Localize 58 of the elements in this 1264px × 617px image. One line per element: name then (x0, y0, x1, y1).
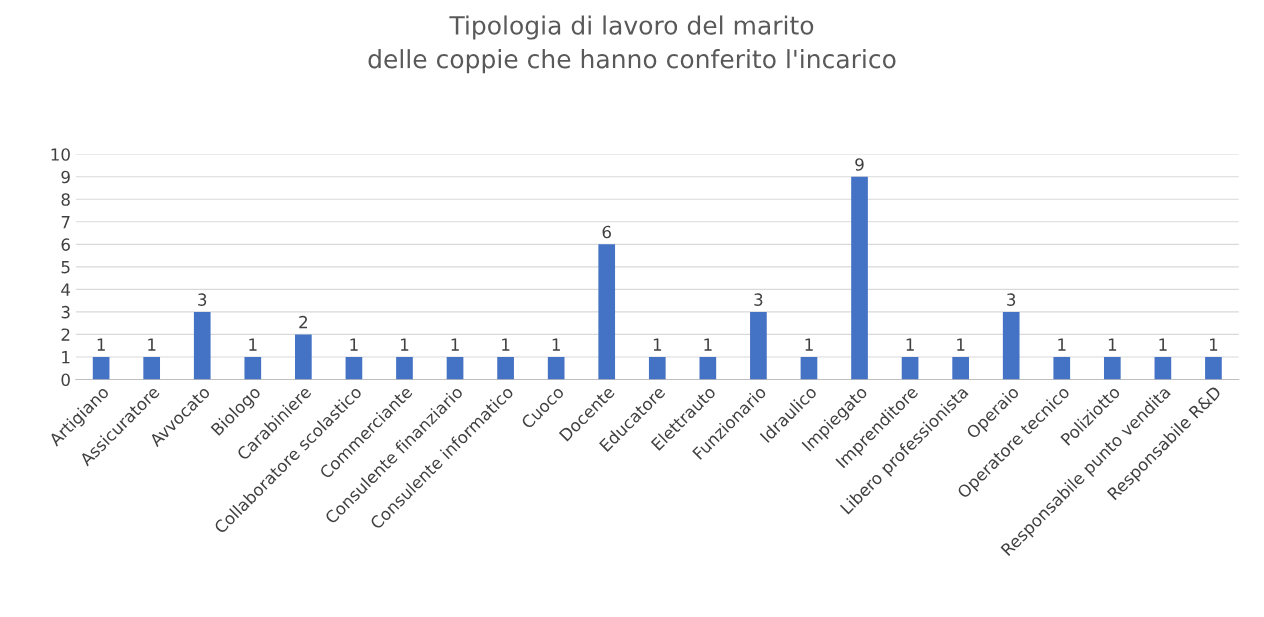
data-label: 2 (299, 315, 307, 329)
data-label: 1 (148, 338, 156, 351)
y-tick-label: 7 (61, 215, 70, 229)
bar (750, 311, 767, 380)
y-tick-label: 5 (61, 261, 70, 274)
bar (1002, 311, 1020, 380)
bar (92, 356, 110, 380)
bar (497, 356, 514, 380)
bar (295, 334, 312, 380)
data-label: 1 (249, 338, 257, 351)
data-label: 1 (401, 338, 409, 351)
y-tick-label: 10 (51, 148, 70, 161)
bar (1205, 356, 1222, 380)
y-tick-label: 6 (61, 238, 70, 251)
data-label: 6 (602, 225, 611, 239)
data-label: 1 (97, 338, 105, 351)
bar (1154, 356, 1172, 380)
bar (1053, 356, 1071, 380)
y-tick-label: 2 (61, 328, 70, 341)
data-label: 1 (350, 338, 358, 351)
data-label: 3 (1007, 293, 1016, 306)
data-label: 1 (1209, 338, 1218, 351)
y-tick-label: 0 (61, 373, 70, 387)
bar (143, 356, 161, 380)
bar (598, 244, 616, 380)
data-label: 1 (451, 338, 459, 351)
bar (952, 356, 969, 380)
data-label: 3 (198, 293, 207, 306)
data-label: 1 (502, 338, 510, 351)
bar (547, 356, 565, 380)
chart-title: Tipologia di lavoro del marito delle coppie che hanno conferito l'incarico (368, 15, 896, 74)
data-label: 1 (704, 338, 712, 351)
data-label: 1 (1058, 338, 1066, 351)
data-label: 1 (805, 338, 813, 351)
bar (193, 311, 211, 380)
bar (699, 356, 717, 380)
data-label: 9 (855, 158, 864, 171)
data-label: 3 (754, 293, 763, 306)
y-tick-label: 1 (62, 351, 70, 364)
bar (396, 356, 413, 380)
bar (446, 356, 464, 380)
bar (1103, 356, 1121, 380)
data-label: 1 (1108, 338, 1117, 351)
bar (901, 356, 919, 380)
data-label: 1 (1159, 338, 1167, 351)
bar (800, 356, 818, 380)
data-label: 1 (957, 338, 965, 351)
y-tick-label: 3 (61, 305, 70, 319)
y-tick-label: 8 (61, 193, 70, 206)
y-tick-label: 4 (61, 283, 71, 296)
bar (648, 356, 666, 380)
data-label: 1 (906, 338, 914, 351)
y-tick-label: 9 (61, 170, 70, 184)
bar (851, 176, 868, 380)
bar (345, 356, 363, 380)
bar (244, 356, 262, 380)
data-label: 1 (653, 338, 662, 351)
data-label: 1 (552, 338, 560, 351)
